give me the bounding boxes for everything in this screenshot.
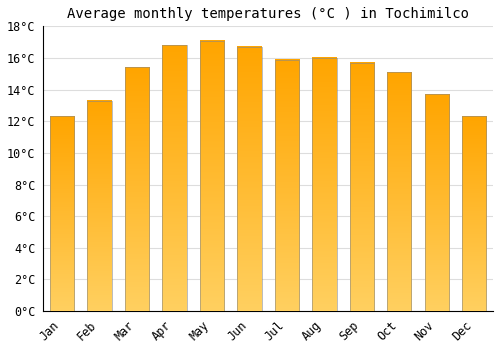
Bar [200, 41, 224, 311]
Bar [124, 68, 149, 311]
Bar [87, 101, 112, 311]
Bar [312, 58, 336, 311]
Bar [50, 117, 74, 311]
Bar [162, 45, 186, 311]
Bar [387, 72, 411, 311]
Bar [237, 47, 262, 311]
Bar [462, 117, 486, 311]
Title: Average monthly temperatures (°C ) in Tochimilco: Average monthly temperatures (°C ) in To… [67, 7, 469, 21]
Bar [350, 63, 374, 311]
Bar [274, 60, 299, 311]
Bar [424, 94, 449, 311]
